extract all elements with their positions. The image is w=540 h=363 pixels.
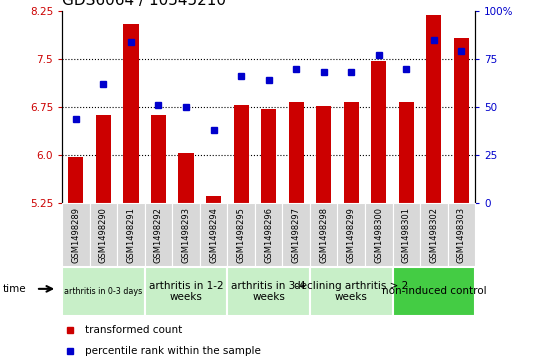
Text: GSM1498301: GSM1498301: [402, 207, 411, 263]
Text: GSM1498298: GSM1498298: [319, 207, 328, 263]
Text: GSM1498291: GSM1498291: [126, 207, 136, 263]
Text: GSM1498300: GSM1498300: [374, 207, 383, 263]
Text: declining arthritis > 2
weeks: declining arthritis > 2 weeks: [294, 281, 408, 302]
Text: time: time: [3, 284, 27, 294]
Bar: [145, 203, 172, 267]
Bar: [282, 203, 310, 267]
Bar: [200, 203, 227, 267]
Bar: [178, 152, 194, 203]
Text: GSM1498292: GSM1498292: [154, 207, 163, 263]
Bar: [145, 267, 227, 316]
Bar: [420, 203, 448, 267]
Bar: [233, 105, 249, 203]
Bar: [310, 267, 393, 316]
Bar: [96, 115, 111, 203]
Text: GSM1498294: GSM1498294: [209, 207, 218, 263]
Bar: [261, 109, 276, 203]
Bar: [365, 203, 393, 267]
Text: arthritis in 3-4
weeks: arthritis in 3-4 weeks: [231, 281, 306, 302]
Bar: [151, 115, 166, 203]
Bar: [68, 157, 84, 203]
Bar: [399, 102, 414, 203]
Text: GSM1498297: GSM1498297: [292, 207, 301, 263]
Bar: [288, 102, 304, 203]
Bar: [206, 196, 221, 203]
Text: transformed count: transformed count: [85, 325, 182, 335]
Text: GSM1498302: GSM1498302: [429, 207, 438, 263]
Bar: [117, 203, 145, 267]
Text: GSM1498293: GSM1498293: [181, 207, 191, 263]
Text: GSM1498289: GSM1498289: [71, 207, 80, 263]
Bar: [62, 267, 145, 316]
Bar: [310, 203, 338, 267]
Text: GSM1498296: GSM1498296: [264, 207, 273, 263]
Bar: [426, 15, 442, 203]
Text: GSM1498299: GSM1498299: [347, 207, 356, 263]
Bar: [338, 203, 365, 267]
Text: GSM1498303: GSM1498303: [457, 207, 466, 263]
Bar: [62, 203, 90, 267]
Text: arthritis in 0-3 days: arthritis in 0-3 days: [64, 287, 143, 296]
Bar: [123, 24, 139, 203]
Bar: [393, 203, 420, 267]
Text: arthritis in 1-2
weeks: arthritis in 1-2 weeks: [148, 281, 224, 302]
Bar: [393, 267, 475, 316]
Bar: [316, 106, 332, 203]
Bar: [454, 38, 469, 203]
Text: percentile rank within the sample: percentile rank within the sample: [85, 346, 261, 356]
Bar: [343, 102, 359, 203]
Bar: [90, 203, 117, 267]
Text: GSM1498290: GSM1498290: [99, 207, 108, 263]
Text: GDS6064 / 10545210: GDS6064 / 10545210: [62, 0, 226, 8]
Text: non-induced control: non-induced control: [382, 286, 486, 296]
Bar: [227, 267, 310, 316]
Bar: [255, 203, 282, 267]
Bar: [227, 203, 255, 267]
Bar: [371, 61, 387, 203]
Bar: [172, 203, 200, 267]
Text: GSM1498295: GSM1498295: [237, 207, 246, 263]
Bar: [448, 203, 475, 267]
